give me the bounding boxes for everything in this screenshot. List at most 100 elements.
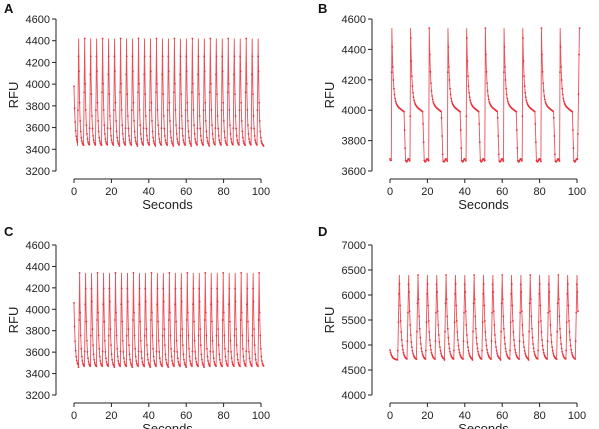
data-point <box>209 303 212 306</box>
y-tick-label: 4200 <box>26 283 50 295</box>
data-point <box>210 109 213 111</box>
data-point <box>171 360 174 362</box>
data-point <box>446 327 449 330</box>
data-point <box>485 339 487 341</box>
data-point <box>185 70 188 73</box>
data-point <box>166 364 169 367</box>
data-point <box>124 143 126 146</box>
data-point <box>394 97 396 100</box>
data-point <box>560 343 562 345</box>
data-point <box>102 303 105 306</box>
data-point <box>118 145 121 147</box>
data-point <box>243 360 245 362</box>
data-point <box>444 330 446 333</box>
data-point <box>524 352 527 355</box>
data-point <box>242 140 245 143</box>
data-point <box>231 143 234 146</box>
data-point <box>415 358 418 361</box>
data-point <box>92 344 94 347</box>
data-point <box>134 140 137 143</box>
data-point <box>230 141 233 143</box>
data-point <box>544 100 547 103</box>
data-point <box>515 110 518 113</box>
data-point <box>129 358 132 361</box>
data-point <box>548 310 551 313</box>
data-point <box>577 133 579 135</box>
data-point <box>221 55 224 58</box>
data-point <box>552 110 555 113</box>
data-point <box>109 127 112 130</box>
x-tick-label: 80 <box>533 186 545 198</box>
data-point <box>75 135 78 138</box>
data-point <box>162 287 165 290</box>
x-tick-label: 60 <box>496 186 508 198</box>
data-point <box>541 53 543 56</box>
x-tick-label: 0 <box>387 410 393 422</box>
data-point <box>560 79 563 81</box>
data-point <box>521 115 524 118</box>
data-point <box>74 340 77 343</box>
data-point <box>418 315 421 318</box>
data-point <box>241 347 244 350</box>
data-point <box>172 145 175 147</box>
data-point <box>146 135 148 137</box>
data-point <box>540 27 543 30</box>
data-point <box>395 102 398 104</box>
data-point <box>204 101 207 104</box>
data-point <box>521 324 524 326</box>
data-point <box>126 287 129 290</box>
data-point <box>128 139 131 142</box>
data-point <box>488 100 491 103</box>
data-point <box>102 109 105 111</box>
data-point <box>138 82 140 85</box>
data-point <box>556 302 559 305</box>
data-point <box>228 287 231 290</box>
data-point <box>428 53 431 56</box>
data-point <box>116 136 119 139</box>
data-point <box>253 135 256 137</box>
data-point <box>560 347 563 350</box>
data-point <box>394 100 397 103</box>
data-point <box>139 133 142 135</box>
data-point <box>421 350 423 353</box>
data-point <box>454 292 456 295</box>
x-axis-label: Seconds <box>458 421 509 429</box>
data-point <box>140 138 143 140</box>
data-point <box>156 109 159 111</box>
data-point <box>96 271 99 274</box>
data-point <box>525 99 528 102</box>
data-point <box>249 361 252 363</box>
x-tick-label: 60 <box>180 186 192 198</box>
data-point <box>128 135 130 137</box>
data-point <box>127 328 130 331</box>
data-point <box>157 133 160 135</box>
data-point <box>130 143 133 146</box>
data-point <box>120 109 123 111</box>
data-point <box>151 334 154 337</box>
data-point <box>218 141 221 144</box>
data-point <box>438 341 441 343</box>
data-point <box>84 82 87 85</box>
data-point <box>218 139 221 142</box>
data-point <box>541 344 544 347</box>
data-point <box>400 339 403 341</box>
data-point <box>75 359 78 362</box>
data-point <box>143 365 146 368</box>
data-point <box>537 349 539 352</box>
data-point <box>99 360 102 362</box>
data-point <box>160 127 163 130</box>
data-point <box>111 141 114 144</box>
data-point <box>463 283 466 286</box>
data-point <box>262 145 265 147</box>
data-point <box>115 130 118 133</box>
data-point <box>258 311 261 314</box>
data-point <box>204 271 207 274</box>
data-point <box>549 324 552 326</box>
data-point <box>564 357 567 360</box>
data-point <box>92 135 94 137</box>
data-point <box>154 145 157 147</box>
data-point <box>216 115 219 117</box>
data-point <box>559 327 561 330</box>
data-point <box>234 300 237 303</box>
